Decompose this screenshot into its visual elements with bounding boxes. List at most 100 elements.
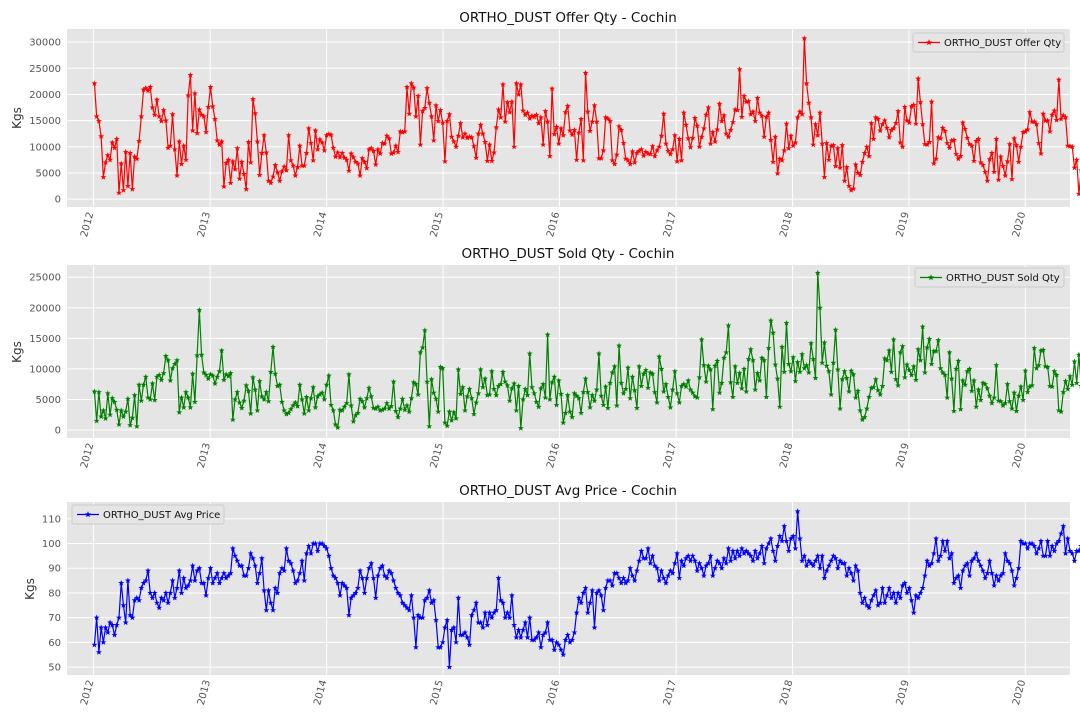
sold-qty-data-point [216, 368, 223, 374]
avg-price-data-point [959, 567, 966, 574]
sold-qty-data-point [915, 346, 922, 352]
offer-qty-data-point [470, 143, 477, 149]
avg-price-data-point [316, 540, 323, 547]
sold-qty-data-point [169, 365, 176, 371]
sold-qty-data-point [888, 368, 895, 375]
sold-qty-data-point [537, 385, 544, 391]
offer-qty-data-point [256, 171, 263, 178]
sold-qty-data-point [993, 362, 1000, 368]
offer-qty-data-point [828, 142, 835, 149]
sold-qty-data-point [294, 403, 301, 409]
avg-price-data-point [1035, 545, 1042, 551]
sold-qty-data-point [667, 404, 674, 410]
offer-qty-data-point [790, 142, 797, 149]
avg-price-data-point [1024, 545, 1031, 551]
sold-qty-data-point [772, 361, 779, 368]
avg-price-data-point [160, 597, 167, 603]
sold-qty-x-tick-label: 2017 [662, 442, 679, 469]
offer-qty-data-point [205, 103, 212, 110]
sold-qty-data-point [946, 349, 953, 355]
offer-qty-data-point [774, 170, 781, 176]
avg-price-data-point [899, 582, 906, 589]
sold-qty-data-point [566, 408, 573, 415]
offer-qty-data-point [899, 143, 906, 150]
offer-qty-data-point [225, 156, 232, 163]
offer-qty-data-point [359, 155, 366, 161]
sold-qty-data-point [654, 399, 660, 406]
offer-qty-data-point [573, 156, 580, 163]
offer-qty-data-point [533, 111, 540, 118]
avg-price-data-point [279, 565, 285, 571]
avg-price-data-point [495, 575, 502, 581]
sold-qty-data-point [953, 365, 960, 372]
sold-qty-data-point [419, 344, 426, 351]
sold-qty-data-point [430, 389, 437, 396]
avg-price-data-point [723, 560, 730, 566]
offer-qty-data-point [906, 119, 913, 126]
offer-qty-data-point [674, 158, 681, 164]
sold-qty-data-point [232, 396, 239, 402]
sold-qty-data-point [390, 378, 397, 385]
sold-qty-data-point [616, 342, 622, 349]
avg-price-data-point [473, 599, 480, 606]
avg-price-data-point [459, 631, 466, 638]
avg-price-data-point [1026, 540, 1033, 547]
sold-qty-data-point [124, 395, 131, 402]
sold-qty-data-point [589, 392, 596, 398]
offer-qty-data-point [419, 108, 426, 114]
sold-qty-data-point [729, 393, 736, 400]
sold-qty-data-point [959, 377, 966, 384]
sold-qty-data-point [310, 384, 317, 390]
sold-qty-data-point [792, 378, 799, 384]
sold-qty-data-point [205, 375, 212, 382]
sold-qty-data-point [428, 376, 435, 382]
sold-qty-data-point [642, 367, 649, 373]
avg-price-data-point [412, 644, 419, 650]
sold-qty-data-point [520, 396, 526, 402]
offer-qty-data-point [399, 129, 406, 135]
offer-qty-data-point [383, 132, 390, 139]
avg-price-data-point [562, 636, 569, 643]
offer-qty-data-point [968, 142, 975, 149]
sold-qty-data-point [473, 399, 480, 406]
avg-price-data-point [274, 589, 281, 596]
sold-qty-data-point [736, 370, 743, 376]
sold-qty-data-point [1006, 398, 1013, 404]
offer-qty-data-point [1024, 126, 1031, 133]
offer-qty-data-point [497, 114, 504, 120]
offer-qty-data-point [627, 160, 634, 167]
offer-qty-data-point [93, 113, 100, 119]
offer-qty-data-point [272, 162, 279, 168]
offer-qty-data-point [241, 170, 247, 177]
sold-qty-data-point [848, 367, 855, 374]
avg-price-data-point [1053, 540, 1060, 547]
offer-qty-data-point [950, 136, 957, 143]
offer-qty-data-point [95, 118, 102, 124]
offer-qty-data-point [345, 167, 352, 174]
avg-price-data-point [721, 555, 727, 561]
sold-qty-data-point [446, 408, 453, 415]
avg-price-data-point [138, 584, 145, 591]
avg-price-data-point [330, 572, 337, 579]
avg-price-data-point [604, 577, 611, 584]
offer-qty-data-point [522, 111, 529, 118]
sold-qty-data-point [321, 396, 328, 402]
avg-price-data-point [178, 589, 185, 596]
sold-qty-data-point [580, 389, 587, 395]
avg-price-data-point [915, 594, 922, 601]
sold-qty-data-point [555, 377, 562, 384]
sold-qty-y-ticks: 0 5000 10000 15000 20000 25000 [29, 273, 61, 437]
avg-price-data-point [95, 649, 102, 655]
sold-qty-data-point [245, 387, 252, 394]
avg-price-data-point [636, 557, 643, 564]
avg-price-data-point [468, 612, 475, 618]
offer-qty-data-point [1055, 76, 1062, 83]
avg-price-data-point [191, 577, 198, 584]
offer-qty-data-point [741, 92, 748, 99]
offer-qty-data-point [296, 142, 303, 149]
avg-price-data-point [1058, 530, 1065, 537]
offer-qty-data-point [658, 132, 665, 139]
avg-price-data-point [986, 557, 993, 564]
offer-qty-data-point [785, 145, 792, 151]
avg-price-data-point [323, 545, 330, 551]
